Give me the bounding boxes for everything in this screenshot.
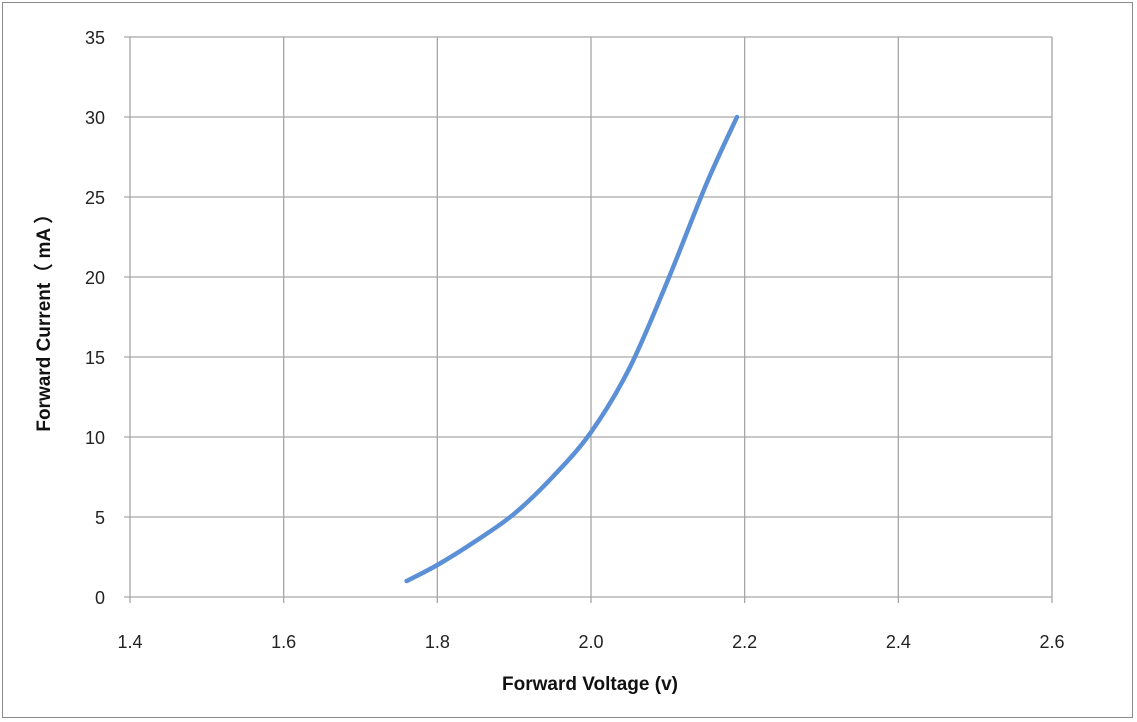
grid: [124, 36, 1053, 603]
y-tick-label: 35: [85, 28, 105, 48]
x-tick-label: 2.6: [1039, 632, 1064, 652]
series-line: [404, 114, 740, 584]
x-tick-label: 1.6: [271, 632, 296, 652]
x-tick-label: 1.4: [117, 632, 142, 652]
y-tick-label: 20: [85, 268, 105, 288]
x-tick-label: 2.2: [732, 632, 757, 652]
x-axis-title: Forward Voltage (v): [502, 674, 678, 695]
y-tick-label: 15: [85, 348, 105, 368]
x-tick-label: 1.8: [425, 632, 450, 652]
x-tick-labels: 1.4 1.6 1.8 2.0 2.2 2.4 2.6: [117, 632, 1064, 652]
y-tick-label: 0: [95, 588, 105, 608]
y-tick-label: 5: [95, 508, 105, 528]
series-group: [404, 114, 740, 584]
x-tick-label: 2.0: [578, 632, 603, 652]
y-tick-label: 25: [85, 188, 105, 208]
y-tick-label: 30: [85, 108, 105, 128]
y-axis-title: Forward Current（ mA ）: [32, 204, 55, 431]
y-tick-labels: 0 5 10 15 20 25 30 35: [85, 28, 105, 608]
y-tick-label: 10: [85, 428, 105, 448]
x-tick-label: 2.4: [886, 632, 911, 652]
